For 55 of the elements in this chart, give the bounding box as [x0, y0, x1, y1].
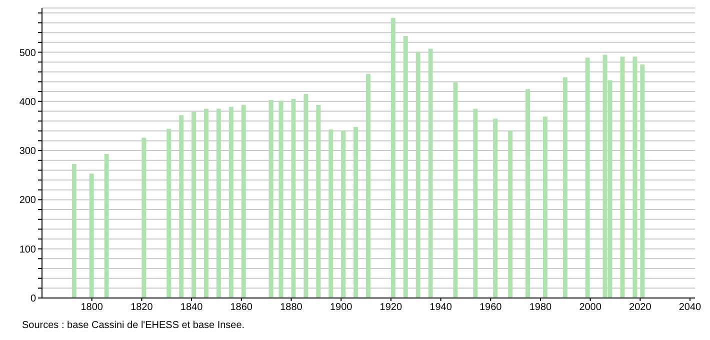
bar [89, 174, 94, 298]
bar [473, 108, 478, 298]
bar [428, 48, 433, 298]
x-tick-label: 1960 [480, 302, 502, 314]
bar [354, 126, 358, 298]
source-note: Sources : base Cassini de l'EHESS et base Insee. [22, 320, 245, 331]
x-tick-label: 1920 [380, 302, 402, 314]
x-tick-label: 1900 [330, 302, 353, 314]
y-tick-label: 0 [30, 294, 36, 305]
bar [585, 58, 590, 298]
x-tick-label: 1940 [430, 302, 452, 314]
bar [216, 108, 221, 298]
bar [316, 104, 321, 298]
y-tick-label: 400 [19, 96, 36, 108]
bar [542, 116, 548, 298]
bar [632, 56, 638, 298]
bar [416, 52, 420, 298]
bar [526, 89, 530, 298]
bar [403, 36, 408, 298]
x-tick-label: 1820 [130, 302, 154, 314]
x-tick-label: 2020 [629, 302, 652, 314]
y-tick-label: 500 [19, 48, 36, 59]
bar [179, 115, 184, 298]
x-tick-label: 1800 [80, 302, 104, 314]
bar [192, 112, 196, 298]
bar [390, 18, 396, 298]
bar [493, 118, 498, 298]
y-tick-label: 200 [19, 195, 36, 206]
bar [291, 98, 296, 298]
x-tick-label: 2000 [579, 302, 602, 314]
bar [104, 154, 109, 298]
bar [304, 94, 308, 298]
bar [268, 100, 274, 298]
bar [278, 100, 284, 298]
x-tick-label: 1860 [230, 302, 253, 314]
bar [204, 108, 208, 298]
bar [341, 130, 346, 298]
x-tick-label: 1880 [280, 302, 303, 314]
bar [508, 130, 513, 298]
bar [453, 82, 458, 298]
y-tick-label: 100 [19, 244, 36, 256]
bar [562, 77, 568, 298]
bar [640, 64, 645, 298]
x-tick-label: 2040 [678, 302, 702, 314]
bar [241, 104, 246, 298]
x-tick-label: 1980 [529, 302, 552, 314]
bar [72, 164, 76, 298]
bar [228, 106, 234, 298]
bar [366, 74, 370, 298]
bar [166, 128, 172, 298]
bar [142, 138, 146, 298]
bar [328, 129, 334, 298]
x-tick-label: 1840 [180, 302, 204, 314]
bar [620, 56, 625, 298]
y-tick-label: 300 [19, 146, 36, 158]
